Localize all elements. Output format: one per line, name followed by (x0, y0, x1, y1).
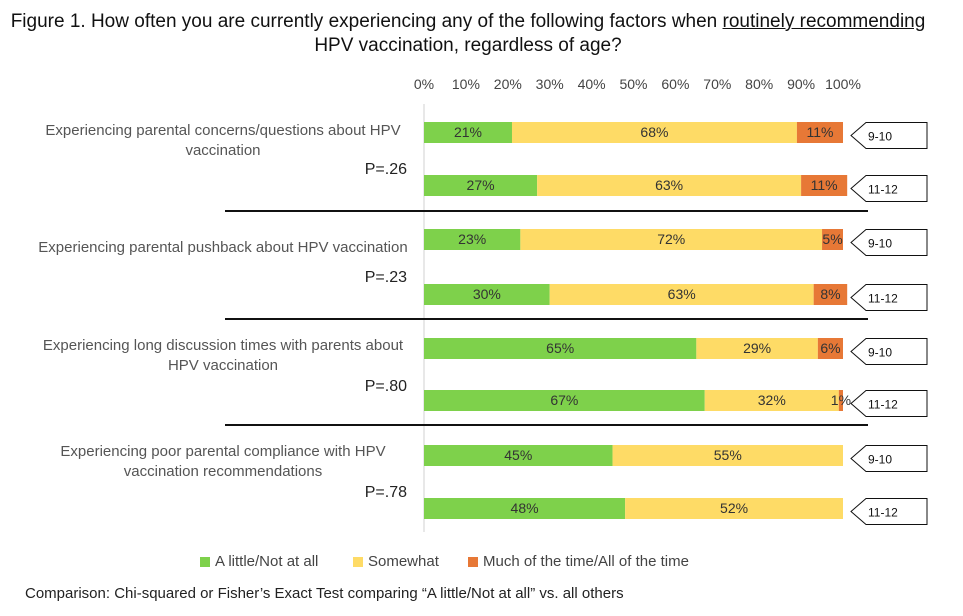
age-group-callout (850, 122, 928, 149)
bar-segment-low (424, 445, 613, 466)
chart-title: Figure 1. How often you are currently ex… (0, 10, 936, 58)
legend-swatch-high (468, 556, 478, 567)
bar-segment-high (822, 229, 843, 250)
x-tick-label: 30% (536, 76, 564, 92)
x-tick-label: 50% (619, 76, 647, 92)
data-label: 45% (504, 447, 532, 463)
bar-segment-high (796, 122, 843, 143)
bar-segment-mid (537, 175, 802, 196)
category-label: vaccination (185, 142, 260, 159)
data-label: 63% (668, 286, 696, 302)
data-label: 30% (473, 286, 501, 302)
x-tick-label: 40% (578, 76, 606, 92)
title-text-before: Figure 1. How often you are currently ex… (10, 11, 723, 32)
data-label: 11% (806, 124, 833, 140)
x-tick-label: 90% (787, 76, 815, 92)
bar-segment-low (424, 390, 705, 411)
bar-segment-low (424, 284, 550, 305)
category-label: Experiencing parental concerns/questions… (45, 122, 400, 139)
data-label: 29% (743, 340, 771, 356)
legend-item-low: A little/Not at all (200, 553, 318, 570)
x-tick-label: 10% (452, 76, 480, 92)
data-label: 27% (467, 177, 495, 193)
bar-segment-mid (549, 284, 814, 305)
bar-segment-high (817, 338, 843, 359)
age-group-label: 9-10 (868, 130, 892, 144)
bar-segment-high (801, 175, 848, 196)
bar-segment-low (424, 175, 538, 196)
category-label: Experiencing parental pushback about HPV… (38, 239, 407, 256)
age-group-label: 9-10 (868, 453, 892, 467)
bar-segment-high (838, 390, 843, 411)
data-label: 65% (546, 340, 574, 356)
bar-segment-mid (520, 229, 823, 250)
age-group-label: 11-12 (868, 183, 898, 197)
bar-segment-low (424, 122, 512, 143)
data-label: 68% (640, 124, 668, 140)
bar-segment-mid (625, 498, 843, 519)
data-label: 11% (811, 177, 838, 193)
legend-swatch-low (200, 556, 210, 567)
data-label: 52% (720, 500, 748, 516)
x-tick-label: 100% (825, 76, 861, 92)
category-label: HPV vaccination (168, 357, 278, 374)
age-group-callout (850, 498, 928, 525)
p-value-label: P=.23 (365, 269, 407, 286)
bar-segment-mid (612, 445, 843, 466)
data-label: 23% (458, 231, 486, 247)
x-tick-label: 0% (414, 76, 434, 92)
legend-label-high: Much of the time/All of the time (483, 553, 689, 570)
age-group-label: 9-10 (868, 237, 892, 251)
data-label: 55% (714, 447, 742, 463)
data-label: 72% (657, 231, 685, 247)
data-label: 21% (454, 124, 482, 140)
age-group-callout (850, 390, 928, 417)
footnote: Comparison: Chi-squared or Fisher’s Exac… (25, 585, 624, 602)
bar-segment-low (424, 338, 697, 359)
bar-segment-mid (704, 390, 839, 411)
title-underlined-text: routinely recommending (722, 11, 926, 32)
bar-segment-high (813, 284, 848, 305)
age-group-label: 11-12 (868, 398, 898, 412)
legend-label-low: A little/Not at all (215, 553, 319, 570)
stacked-bar-chart: 0% 10% 20% 30% 40% 50% 60% 70% 80% 90% 100% Experie… (38, 76, 928, 532)
x-tick-label: 80% (745, 76, 773, 92)
bar-segment-low (424, 498, 626, 519)
data-label: 48% (511, 500, 539, 516)
data-label: 32% (758, 392, 786, 408)
age-group-callout (850, 175, 928, 202)
bar-segment-low (424, 229, 521, 250)
legend-item-mid: Somewhat (353, 553, 439, 570)
legend-label-mid: Somewhat (368, 553, 439, 570)
legend: A little/Not at all Somewhat Much of the… (0, 553, 900, 575)
x-tick-label: 60% (661, 76, 689, 92)
legend-item-high: Much of the time/All of the time (468, 553, 689, 570)
data-label: 67% (550, 392, 578, 408)
title-text-after: HPV vaccination, regardless of age? (314, 35, 622, 56)
x-tick-label: 70% (703, 76, 731, 92)
bar-segment-mid (511, 122, 797, 143)
data-label: 63% (655, 177, 683, 193)
age-group-label: 11-12 (868, 292, 898, 306)
age-group-callout (850, 445, 928, 472)
category-label: Experiencing long discussion times with … (43, 337, 404, 354)
category-label: vaccination recommendations (124, 463, 322, 480)
category-label: Experiencing poor parental compliance wi… (60, 443, 385, 460)
x-tick-label: 20% (494, 76, 522, 92)
age-group-callout (850, 284, 928, 311)
p-value-label: P=.26 (365, 161, 407, 178)
legend-swatch-mid (353, 556, 363, 567)
data-label: 1% (831, 392, 851, 408)
p-value-label: P=.78 (365, 484, 407, 501)
age-group-callout (850, 338, 928, 365)
p-value-label: P=.80 (365, 378, 407, 395)
age-group-label: 11-12 (868, 506, 898, 520)
data-label: 6% (820, 340, 840, 356)
age-group-callout (850, 229, 928, 256)
bar-segment-mid (696, 338, 818, 359)
age-group-label: 9-10 (868, 346, 892, 360)
data-label: 8% (820, 286, 840, 302)
data-label: 5% (822, 231, 842, 247)
